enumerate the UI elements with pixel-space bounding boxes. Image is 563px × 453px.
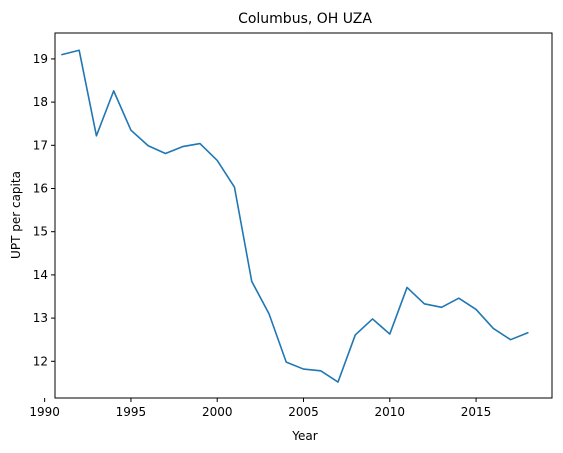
series-line	[61, 49, 529, 383]
x-tick-label: 2010	[375, 405, 406, 419]
y-tick-label: 19	[33, 52, 48, 66]
x-axis: 1990 1995 2000 2005 2010 2015	[29, 398, 491, 419]
y-tick-label: 13	[33, 311, 48, 325]
x-tick-label: 1995	[116, 405, 147, 419]
plot-area	[54, 32, 553, 399]
y-tick-label: 18	[33, 95, 48, 109]
x-axis-label: Year	[291, 429, 317, 443]
x-tick-label: 2000	[202, 405, 233, 419]
y-axis: 12 13 14 15 16 17 18 19	[33, 52, 55, 368]
x-tick-label: 2015	[461, 405, 492, 419]
y-tick-label: 12	[33, 354, 48, 368]
plot-frame	[54, 32, 553, 399]
x-tick-label: 2005	[288, 405, 319, 419]
y-tick-label: 16	[33, 182, 48, 196]
y-tick-label: 15	[33, 225, 48, 239]
chart-title: Columbus, OH UZA	[238, 11, 372, 27]
y-tick-label: 14	[33, 268, 48, 282]
y-axis-label: UPT per capita	[9, 171, 23, 259]
y-tick-label: 17	[33, 138, 48, 152]
x-tick-label: 1990	[29, 405, 60, 419]
